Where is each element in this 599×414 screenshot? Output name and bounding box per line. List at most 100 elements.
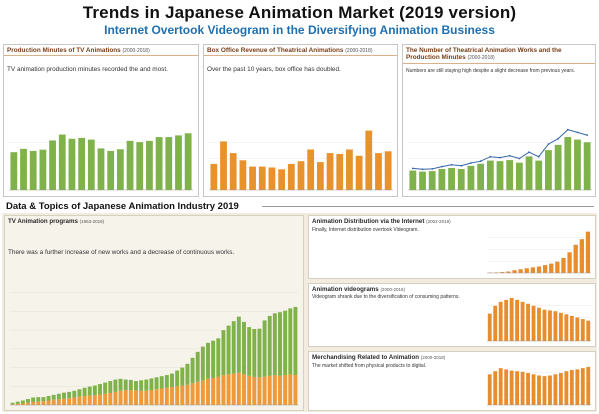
bar-continuous (226, 374, 231, 405)
section-divider (262, 206, 594, 207)
bar-continuous (56, 399, 61, 405)
bar (526, 373, 530, 405)
bar-continuous (41, 401, 46, 405)
bar (525, 156, 533, 190)
merchandising-panel: Merchandising Related to Animation (2000… (308, 351, 596, 411)
bar-continuous (51, 399, 56, 405)
bar (428, 171, 436, 190)
bar-new (26, 399, 30, 403)
theatrical-works-heading-text: The Number of Theatrical Animation Works… (406, 47, 562, 61)
line-point (566, 128, 569, 131)
merch-years: (2000-2018) (420, 355, 446, 360)
bar-new (62, 392, 66, 399)
bar (573, 244, 578, 273)
bar-new (56, 393, 61, 400)
line-point (431, 167, 434, 170)
theatrical-works-years: (2000-2018) (467, 55, 495, 61)
bar (496, 161, 504, 190)
bar (107, 150, 115, 190)
bar-continuous (164, 387, 169, 405)
bar (165, 137, 173, 190)
bar (493, 371, 498, 405)
box-office-heading: Box Office Revenue of Theatrical Animati… (204, 45, 397, 56)
bar-continuous (10, 404, 15, 405)
bar (515, 371, 520, 405)
bar-new (170, 373, 174, 388)
bar-continuous (195, 381, 200, 405)
bar-continuous (247, 375, 252, 405)
bar (520, 301, 525, 341)
line-point (518, 157, 521, 160)
bar-new (134, 381, 138, 391)
bar-new (226, 325, 231, 375)
internet-distribution-chart (487, 231, 591, 274)
bar (542, 376, 547, 405)
bar-continuous (278, 375, 282, 405)
bar-new (278, 312, 282, 376)
bar-continuous (46, 400, 51, 405)
bar (586, 320, 591, 341)
bar-continuous (108, 393, 113, 405)
bar (506, 160, 514, 190)
bar (531, 374, 536, 405)
tv-programs-heading: TV Animation programs (1963-2018) (5, 216, 303, 226)
bar-continuous (92, 395, 97, 405)
section-title: Data & Topics of Japanese Animation Indu… (6, 201, 239, 212)
bar-continuous (200, 380, 205, 405)
bar-new (231, 321, 236, 374)
bar-continuous (26, 402, 30, 405)
bar-new (195, 351, 200, 382)
bar (530, 267, 536, 273)
box-office-years: (2000-2018) (345, 48, 373, 54)
bar (20, 148, 27, 190)
bar (97, 148, 105, 190)
bar (409, 170, 417, 190)
bar (542, 309, 547, 341)
bar-new (20, 400, 25, 404)
bar-new (247, 327, 252, 376)
bar (68, 138, 76, 190)
bar-new (272, 313, 277, 376)
bar-continuous (257, 377, 262, 405)
bar (515, 162, 523, 190)
bar-new (206, 342, 210, 379)
bar (504, 299, 509, 341)
videograms-chart (487, 297, 591, 342)
bar-continuous (272, 375, 277, 405)
tv-programs-panel: TV Animation programs (1963-2018) There … (4, 215, 304, 411)
bar (569, 369, 574, 405)
bar (438, 169, 446, 190)
bar (87, 139, 95, 190)
bar-new (293, 306, 298, 376)
theatrical-works-heading: The Number of Theatrical Animation Works… (403, 45, 595, 64)
bar-new (77, 389, 82, 397)
bar (126, 140, 134, 190)
bar (297, 161, 305, 190)
tv-programs-chart (10, 292, 298, 406)
bar (500, 272, 505, 273)
bar (384, 151, 392, 190)
bar (524, 268, 529, 273)
bar-continuous (98, 394, 102, 405)
bar-new (108, 381, 113, 394)
bar (574, 139, 581, 190)
line-point (460, 164, 463, 167)
bar (457, 169, 465, 190)
line-point (576, 131, 579, 134)
bar-continuous (180, 385, 185, 405)
data-topics-section: Data & Topics of Japanese Animation Indu… (0, 201, 599, 213)
bar (575, 317, 580, 341)
theatrical-works-panel: The Number of Theatrical Animation Works… (402, 44, 596, 197)
bar (580, 368, 585, 405)
bar (498, 368, 503, 405)
bar-continuous (288, 374, 293, 405)
bar-new (72, 390, 77, 398)
bar (558, 373, 563, 405)
bar (554, 144, 562, 190)
bar (229, 153, 237, 190)
bar (477, 163, 485, 190)
bar-new (283, 310, 288, 376)
theatrical-works-chart (408, 128, 592, 191)
bar (542, 265, 548, 273)
videograms-panel: Animation videograms (2000-2018) Videogr… (308, 283, 596, 347)
